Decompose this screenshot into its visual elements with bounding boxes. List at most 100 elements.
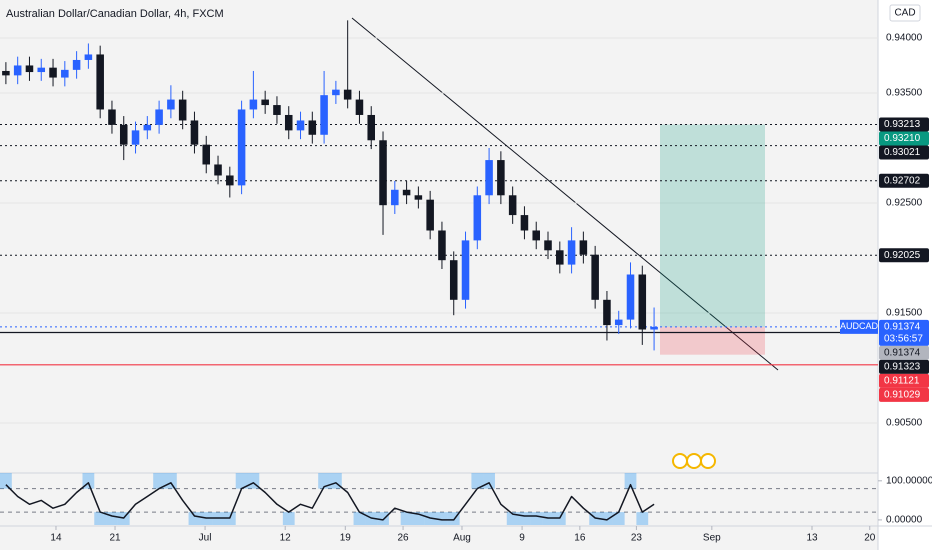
- currency-box[interactable]: [889, 4, 921, 22]
- indicator-zone: [506, 512, 519, 525]
- indicator-zone: [164, 473, 177, 489]
- candle-body: [497, 160, 505, 196]
- candle-body: [579, 240, 588, 255]
- candle-body: [544, 240, 552, 251]
- candle-body: [485, 160, 493, 196]
- stop-zone: [660, 326, 765, 355]
- level-label: 0.93213: [884, 119, 921, 130]
- level-label: 0.93210: [884, 133, 921, 144]
- price-axis-area: [878, 0, 932, 550]
- candle-body: [473, 195, 482, 241]
- indicator-zone: [82, 473, 95, 489]
- x-tick-label: 16: [574, 533, 586, 544]
- candle-body: [284, 114, 293, 131]
- candle-body: [2, 70, 10, 76]
- target-zone: [660, 124, 765, 327]
- candle-body: [155, 109, 163, 125]
- candle-body: [249, 99, 258, 110]
- x-tick-label: Jul: [199, 533, 212, 544]
- x-tick-label: Aug: [453, 533, 471, 544]
- candle-body: [96, 54, 104, 110]
- level-label-box: [879, 117, 929, 132]
- indicator-zone: [636, 512, 649, 525]
- candle-body: [343, 89, 352, 100]
- event-icon[interactable]: [686, 453, 702, 469]
- indicator-zone: [400, 512, 413, 525]
- event-icons: [672, 453, 716, 469]
- candle-body: [167, 99, 175, 110]
- candle-body: [72, 59, 81, 70]
- current-price: 0.91374: [884, 322, 921, 333]
- symbol-box: [840, 319, 878, 334]
- x-tick-label: 20: [864, 533, 876, 544]
- indicator-zone: [377, 512, 389, 525]
- candle-body: [461, 240, 470, 300]
- candle-body: [332, 89, 340, 96]
- candle-body: [214, 164, 222, 176]
- candle-body: [108, 109, 116, 125]
- y-tick-label: 0.93500: [886, 88, 923, 99]
- indicator-zone: [624, 473, 637, 489]
- candle-body: [190, 120, 199, 145]
- indicator-zone: [518, 512, 531, 525]
- level-label-box: [879, 131, 929, 146]
- chart-title: Australian Dollar/Canadian Dollar, 4h, F…: [6, 8, 224, 20]
- indicator-zone: [353, 512, 366, 525]
- indicator-zone: [282, 512, 295, 525]
- candle-body: [449, 260, 458, 300]
- candle-body: [603, 299, 611, 326]
- indicator-zone: [153, 473, 165, 489]
- level-label-box: [879, 145, 929, 160]
- x-tick-label: 13: [806, 533, 818, 544]
- level-label-box: [879, 387, 929, 402]
- candle-body: [131, 130, 140, 145]
- x-tick-label: 21: [109, 533, 121, 544]
- indicator-zone: [612, 512, 625, 525]
- level-label: 0.93021: [884, 147, 921, 158]
- candle-body: [414, 195, 423, 200]
- level-label-box: [879, 373, 929, 388]
- level-label-box: [879, 345, 929, 360]
- indicator-zone: [247, 473, 260, 489]
- candle-body: [237, 109, 246, 186]
- candle-body: [296, 120, 305, 131]
- symbol-label: AUDCAD: [840, 321, 879, 331]
- candle-body: [355, 99, 364, 115]
- level-label-box: [879, 248, 929, 263]
- level-label: 0.92025: [884, 250, 921, 261]
- x-tick-label: 19: [340, 533, 352, 544]
- indicator-line: [5, 482, 655, 521]
- indicator-tick-label: 100.00000: [886, 475, 932, 486]
- trend-line: [351, 17, 779, 371]
- candle-body: [143, 124, 152, 131]
- level-label: 0.91029: [884, 390, 921, 401]
- level-label-box: [879, 173, 929, 188]
- y-tick-label: 0.91500: [886, 308, 923, 319]
- indicator-zone: [412, 512, 425, 525]
- x-tick-label: 26: [397, 533, 409, 544]
- level-label: 0.92702: [884, 175, 921, 186]
- y-tick-label: 0.92500: [886, 198, 923, 209]
- currency: CAD: [894, 8, 915, 19]
- candle-body: [37, 67, 46, 73]
- indicator-zone: [447, 512, 460, 525]
- event-icon[interactable]: [672, 453, 688, 469]
- candle-body: [556, 250, 564, 265]
- level-label: 0.91323: [884, 362, 921, 373]
- event-icon[interactable]: [700, 453, 716, 469]
- candle-body: [119, 124, 128, 145]
- countdown: 03:56:57: [884, 334, 923, 345]
- indicator-zone: [601, 512, 613, 525]
- candle-body: [61, 69, 69, 78]
- level-label: 0.91121: [884, 376, 920, 387]
- x-tick-label: 14: [50, 533, 62, 544]
- y-tick-label: 0.90500: [886, 418, 923, 429]
- candle-body: [638, 274, 647, 330]
- candle-body: [567, 240, 576, 265]
- candle-body: [391, 189, 399, 206]
- candle-body: [614, 319, 623, 326]
- candle-body: [367, 114, 376, 141]
- candle-body: [261, 99, 269, 106]
- indicator-tick-label: 0.00000: [886, 515, 923, 526]
